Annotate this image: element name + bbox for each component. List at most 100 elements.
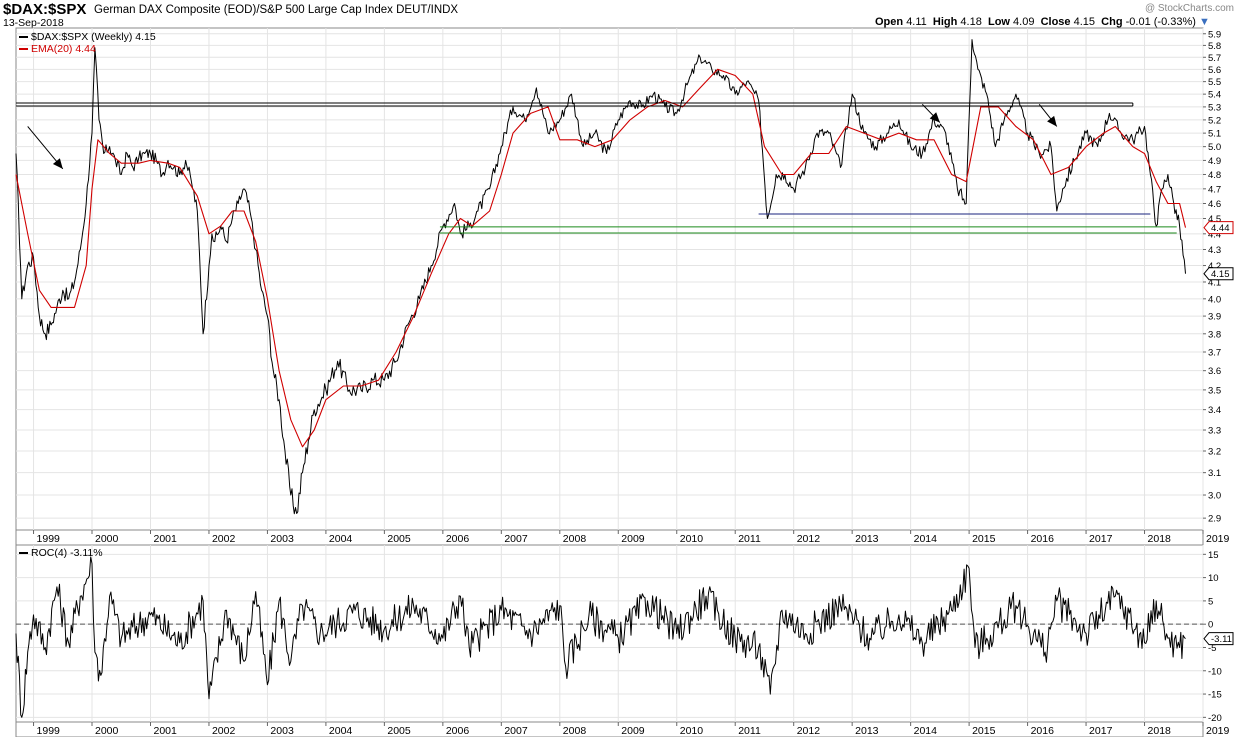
x-tick-label: 2019	[1206, 533, 1230, 545]
x-tick-label: 2011	[738, 533, 761, 545]
x-tick-label: 2016	[1031, 725, 1055, 737]
series-line-roc-4	[15, 556, 1186, 718]
high-label: High	[932, 16, 958, 28]
x-tick-label: 2016	[1031, 533, 1055, 545]
low-label: Low	[987, 16, 1010, 28]
legend-ema-series-label: EMA(20) 4.44	[31, 43, 96, 55]
y-tick-label: -5	[1208, 643, 1216, 654]
x-tick-label: 2018	[1148, 533, 1172, 545]
y-tick-label: 10	[1208, 573, 1219, 584]
x-tick-label: 2010	[680, 533, 704, 545]
y-tick-label: -10	[1208, 666, 1222, 677]
legend-roc-series: ROC(4) -3.11%	[19, 547, 103, 559]
x-tick-label: 2019	[1206, 725, 1230, 737]
dropdown-caret-icon[interactable]: ▼	[1198, 16, 1210, 28]
x-tick-label: 2015	[972, 725, 996, 737]
y-tick-label: 2.9	[1208, 514, 1221, 525]
y-tick-label: 4.9	[1208, 156, 1221, 167]
x-tick-label: 2018	[1148, 725, 1172, 737]
value-tag-label: -3.11	[1211, 634, 1232, 645]
y-tick-label: 3.5	[1208, 385, 1221, 396]
y-tick-label: -15	[1208, 690, 1222, 701]
value-tag	[1203, 267, 1234, 281]
y-tick-label: 3.9	[1208, 312, 1221, 323]
x-tick-label: 2001	[153, 533, 177, 545]
x-tick-label: 2012	[797, 533, 821, 545]
series-line-ema-20	[15, 68, 1187, 448]
x-tick-label: 1999	[37, 533, 61, 545]
x-tick-label: 2002	[212, 725, 236, 737]
roc-panel-frame	[15, 544, 1204, 737]
x-tick-label: 2011	[738, 725, 761, 737]
y-tick-label: 5	[1208, 596, 1213, 607]
chart-symbol: $DAX:$SPX	[3, 1, 87, 18]
x-tick-label: 2000	[95, 725, 119, 737]
high-value: 4.18	[960, 16, 982, 28]
y-tick-label: 4.2	[1208, 261, 1221, 272]
y-tick-label: 3.1	[1208, 468, 1221, 479]
x-tick-label: 2010	[680, 725, 704, 737]
y-tick-label: 5.9	[1208, 29, 1221, 40]
x-tick-label: 2006	[446, 725, 470, 737]
y-tick-label: 3.6	[1208, 366, 1221, 377]
y-tick-label: -20	[1208, 713, 1222, 724]
legend-price-series: $DAX:$SPX (Weekly) 4.15	[19, 31, 156, 43]
arrow-2014-head	[929, 112, 940, 123]
y-tick-label: 4.0	[1208, 294, 1221, 305]
x-tick-label: 2012	[797, 725, 821, 737]
close-value: 4.15	[1073, 16, 1096, 28]
y-tick-label: 4.1	[1208, 277, 1221, 288]
x-tick-label: 2008	[563, 533, 587, 545]
chart-description: German DAX Composite (EOD)/S&P 500 Large…	[94, 4, 459, 16]
y-tick-label: 5.3	[1208, 102, 1221, 113]
legend-ema-series: EMA(20) 4.44	[19, 43, 96, 55]
y-tick-label: 3.0	[1208, 491, 1221, 502]
x-tick-label: 2007	[504, 533, 528, 545]
x-tick-label: 2003	[270, 533, 294, 545]
y-tick-label: 4.5	[1208, 214, 1221, 225]
y-tick-label: 3.8	[1208, 329, 1221, 340]
legend-roc-series-label: ROC(4) -3.11%	[31, 547, 103, 559]
y-tick-label: 15	[1208, 550, 1219, 561]
y-tick-label: 3.4	[1208, 405, 1221, 416]
chart-date: 13-Sep-2018	[3, 17, 64, 29]
x-tick-label: 2014	[914, 725, 938, 737]
open-label: Open	[875, 16, 904, 28]
x-tick-label: 2001	[153, 725, 177, 737]
y-tick-label: 5.5	[1208, 77, 1221, 88]
open-value: 4.11	[906, 16, 927, 28]
value-tag-label: 4.15	[1211, 269, 1230, 280]
y-tick-label: 4.7	[1208, 184, 1221, 195]
legend-price-series-label: $DAX:$SPX (Weekly) 4.15	[31, 31, 156, 43]
x-tick-label: 2015	[972, 533, 996, 545]
y-tick-label: 4.3	[1208, 245, 1221, 256]
x-tick-label: 2017	[1089, 533, 1113, 545]
y-tick-label: 5.6	[1208, 65, 1221, 76]
x-tick-label: 2009	[621, 533, 645, 545]
x-tick-label: 2013	[855, 533, 879, 545]
y-tick-label: 5.4	[1208, 90, 1221, 101]
x-tick-label: 2005	[387, 725, 411, 737]
price-panel: 1999 2000 2001 2002 2003 2004 2005 2006 2007 2008…	[15, 27, 1234, 546]
x-tick-label: 1999	[37, 725, 61, 737]
series-line-dax-spx	[15, 39, 1186, 515]
value-tag	[1203, 632, 1234, 646]
y-tick-label: 5.7	[1208, 53, 1221, 64]
x-tick-label: 2003	[270, 725, 294, 737]
ohlc-readout: Open 4.11 High 4.18 Low 4.09 Close 4.15 …	[875, 16, 1210, 28]
y-tick-label: 3.3	[1208, 426, 1221, 437]
x-tick-label: 2014	[914, 533, 938, 545]
y-tick-label: 5.2	[1208, 115, 1221, 126]
roc-panel: 1999 2000 2001 2002 2003 2004 2005 2006 2007 2008…	[15, 544, 1234, 737]
x-tick-label: 2017	[1089, 725, 1113, 737]
y-tick-label: 5.0	[1208, 142, 1221, 153]
chg-label: Chg	[1101, 16, 1123, 28]
y-tick-label: 0	[1208, 620, 1213, 631]
x-tick-label: 2009	[621, 725, 645, 737]
value-tag-label: 4.44	[1211, 223, 1230, 234]
low-value: 4.09	[1013, 16, 1035, 28]
value-tag	[1203, 221, 1234, 235]
x-tick-label: 2000	[95, 533, 119, 545]
x-tick-label: 2008	[563, 725, 587, 737]
